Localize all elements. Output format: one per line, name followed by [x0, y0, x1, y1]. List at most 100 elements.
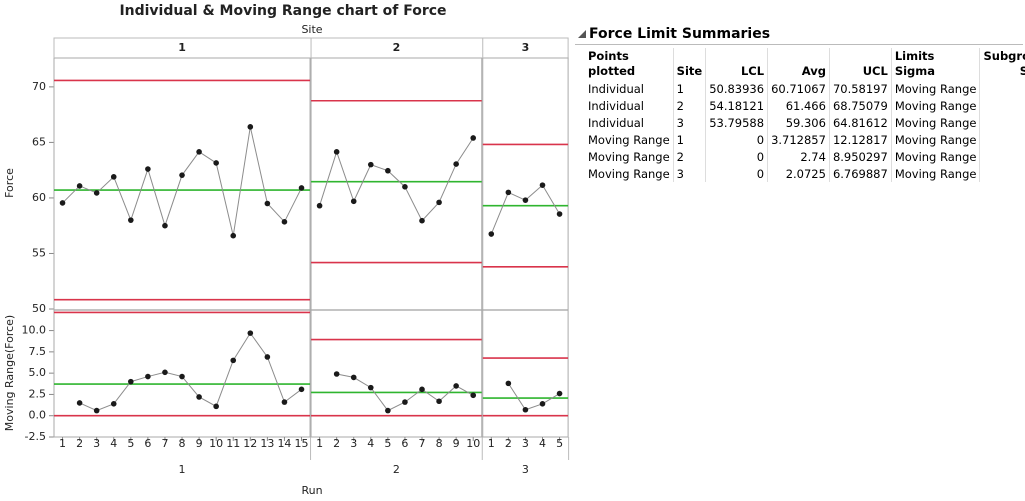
- table-cell: 0: [705, 148, 768, 165]
- x-tick-label: 10: [466, 437, 480, 450]
- data-point: [179, 172, 185, 178]
- data-point: [281, 219, 288, 225]
- data-point: [298, 185, 305, 191]
- table-cell: 64.81612: [828, 114, 892, 131]
- y-tick-label: 70: [32, 80, 46, 93]
- table-cell: 50.83936: [705, 80, 768, 97]
- x-tick-label: 1: [316, 437, 323, 450]
- data-point: [470, 135, 477, 141]
- table-row: Individual 3 53.79588 59.306 64.81612 Moving …: [585, 114, 1025, 131]
- data-point: [367, 384, 374, 391]
- column-header: LCL: [705, 48, 768, 80]
- table-cell: 3: [672, 165, 706, 182]
- data-point: [76, 183, 83, 189]
- table-cell: 68.75079: [828, 97, 892, 114]
- x-tick-label: 2: [333, 437, 340, 450]
- table-cell: 70.58197: [828, 80, 892, 97]
- summary-table: Points plotted Site LCL Avg UCL Limits Sigma S…: [585, 48, 1025, 182]
- panel-header: 1: [178, 41, 186, 54]
- table-cell: Individual: [588, 98, 645, 113]
- table-cell: Moving Range: [588, 166, 670, 181]
- x-tick-label: 14: [277, 437, 291, 450]
- data-point: [522, 197, 529, 203]
- data-point: [539, 182, 546, 188]
- table-cell: 1: [979, 114, 1025, 131]
- column-header: Subgroup Size: [979, 48, 1025, 80]
- table-cell: 8.950297: [828, 148, 892, 165]
- table-cell: Moving Range: [890, 131, 980, 148]
- table-cell: 0: [705, 165, 768, 182]
- y-axis-label: Force: [3, 168, 16, 198]
- x-tick-label: 4: [539, 437, 546, 450]
- summary-title[interactable]: Force Limit Summaries: [575, 24, 1023, 45]
- x-tick-label: 7: [419, 437, 426, 450]
- x-tick-label: 1: [488, 437, 495, 450]
- x-tick-label: 9: [196, 437, 203, 450]
- x-tick-label: 3: [350, 437, 357, 450]
- chart: Individual & Moving Range chart of Force…: [3, 3, 570, 497]
- table-cell: 54.18121: [705, 97, 768, 114]
- data-point: [110, 400, 117, 407]
- y-tick-label: 55: [32, 246, 46, 259]
- data-point: [539, 400, 546, 407]
- x-tick-label: 12: [243, 437, 257, 450]
- table-cell: 1: [672, 80, 706, 97]
- x-tick-label: 2: [505, 437, 512, 450]
- data-point: [436, 398, 442, 405]
- table-cell: Moving Range: [890, 148, 980, 165]
- data-point: [402, 399, 408, 405]
- table-row: Individual 1 50.83936 60.71067 70.58197 Movin…: [585, 80, 1025, 97]
- y-axis-label: Moving Range(Force): [3, 315, 16, 431]
- y-tick-label: 50: [32, 302, 46, 315]
- x-tick-label: 6: [401, 437, 408, 450]
- y-tick-label: 7.5: [29, 345, 47, 358]
- data-point: [110, 174, 117, 180]
- data-point: [402, 184, 408, 190]
- panel-header: 3: [522, 41, 530, 54]
- data-line: [62, 126, 302, 236]
- data-point: [264, 200, 271, 207]
- data-point: [436, 199, 442, 206]
- data-point: [196, 394, 202, 400]
- table-cell: Moving Range: [890, 114, 980, 131]
- x-tick-label: 5: [127, 437, 134, 450]
- data-line: [79, 332, 302, 412]
- site-label: 3: [522, 463, 529, 476]
- y-tick-label: 0.0: [29, 409, 47, 422]
- data-point: [316, 202, 323, 209]
- data-point: [247, 124, 254, 130]
- panel-frame: [53, 57, 311, 438]
- x-tick-label: 5: [556, 437, 563, 450]
- summary-panel: Force Limit Summaries Points plotted Site…: [575, 24, 1025, 182]
- data-point: [179, 373, 185, 380]
- data-point: [76, 400, 83, 406]
- x-tick-label: 3: [522, 437, 529, 450]
- data-point: [145, 166, 151, 172]
- site-label: 2: [393, 463, 400, 476]
- data-point: [488, 231, 495, 237]
- data-point: [298, 386, 305, 393]
- table-cell: 1: [672, 131, 706, 148]
- x-axis-label: Run: [301, 484, 322, 497]
- x-tick-label: 8: [436, 437, 443, 450]
- data-point: [230, 232, 237, 239]
- x-tick-label: 15: [295, 437, 309, 450]
- x-tick-label: 4: [110, 437, 117, 450]
- y-tick-label: 65: [32, 135, 46, 148]
- data-point: [350, 198, 357, 205]
- data-point: [128, 378, 134, 385]
- column-header: Limits Sigma: [890, 48, 980, 80]
- table-cell: 0: [705, 131, 768, 148]
- data-point: [556, 390, 563, 397]
- column-header: Site: [672, 48, 706, 80]
- data-point: [470, 392, 477, 399]
- data-point: [419, 386, 425, 393]
- data-line: [490, 184, 560, 235]
- data-point: [145, 373, 151, 380]
- table-cell: 2: [672, 148, 706, 165]
- chart-title: Individual & Moving Range chart of Force: [119, 3, 446, 19]
- table-cell: 61.466: [767, 97, 830, 114]
- data-point: [350, 374, 357, 381]
- y-tick-label: 5.0: [29, 366, 47, 379]
